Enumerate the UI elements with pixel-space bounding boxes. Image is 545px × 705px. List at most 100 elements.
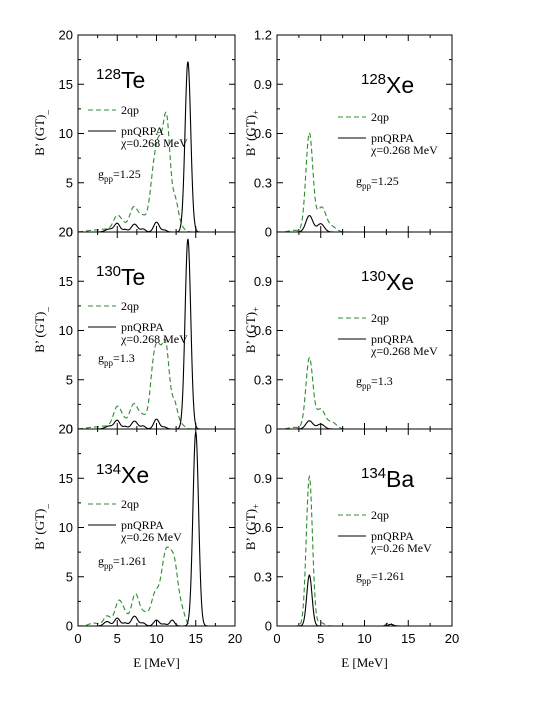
y-axis-label: B’ (GT)_ [32, 307, 50, 353]
y-tick-label: 0.9 [254, 77, 272, 92]
y-axis-label-main: B’ (GT) [32, 312, 47, 353]
gpp-annotation: gpp=1.261 [98, 554, 147, 571]
series-pnqrpa-line [78, 238, 235, 429]
y-axis-label-subscript: _ [40, 307, 50, 313]
nucleus-symbol: Te [121, 264, 145, 290]
y-axis-label-subscript: + [251, 110, 261, 115]
y-axis-label-subscript: + [251, 504, 261, 509]
y-tick-label: 15 [59, 274, 73, 289]
legend-label: 2qp [121, 497, 139, 511]
nucleus-symbol: Ba [386, 466, 414, 492]
y-axis-label: B’ (GT)+ [243, 110, 261, 156]
y-tick-label: 10 [59, 323, 73, 338]
gpp-value: =1.261 [371, 569, 405, 583]
y-axis-label: B’ (GT)_ [32, 504, 50, 550]
legend-label-detail: χ=0.268 MeV [370, 344, 438, 358]
y-tick-label: 0 [66, 225, 73, 240]
gpp-value: =1.261 [113, 554, 147, 568]
legend-label-detail: χ=0.26 MeV [120, 530, 182, 544]
gpp-annotation: gpp=1.25 [356, 174, 399, 191]
y-tick-label: 0.3 [254, 569, 272, 584]
gpp-value: =1.3 [371, 374, 393, 388]
legend-label: pnQRPA [371, 529, 414, 543]
legend-label: 2qp [121, 103, 139, 117]
y-tick-label: 0 [66, 619, 73, 634]
nucleus-label: 130Xe [361, 268, 414, 295]
nucleus-symbol: Xe [121, 462, 149, 488]
y-tick-label: 20 [59, 225, 73, 240]
gpp-symbol: g [98, 167, 104, 181]
y-axis-label: B’ (GT)+ [243, 504, 261, 550]
gpp-symbol: g [356, 569, 362, 583]
x-tick-label: 20 [228, 631, 242, 646]
legend-label: 2qp [371, 110, 389, 124]
series-2qp-line [78, 111, 235, 232]
y-axis-label-main: B’ (GT) [243, 509, 258, 550]
nucleus-label: 130Te [96, 263, 145, 290]
plot-frame [276, 428, 453, 627]
y-tick-label: 15 [59, 471, 73, 486]
y-axis-label-main: B’ (GT) [243, 312, 258, 353]
gpp-subscript: pp [104, 174, 114, 184]
legend-label: pnQRPA [121, 320, 164, 334]
gpp-symbol: g [98, 554, 104, 568]
y-tick-label: 0.9 [254, 471, 272, 486]
x-tick-label: 5 [114, 631, 121, 646]
chart-panel: 00.30.60.9B’ (GT)+130Xe2qppnQRPAχ=0.268 … [243, 231, 453, 437]
gpp-value: =1.25 [371, 174, 399, 188]
gpp-symbol: g [356, 374, 362, 388]
y-axis-label-subscript: + [251, 307, 261, 312]
series-2qp-line [78, 546, 235, 626]
series-pnqrpa-line [277, 574, 452, 626]
gpp-subscript: pp [362, 181, 372, 191]
x-tick-label: 15 [189, 631, 203, 646]
gpp-symbol: g [356, 174, 362, 188]
nucleus-symbol: Xe [386, 72, 414, 98]
y-tick-label: 0 [265, 225, 272, 240]
x-tick-label: 10 [149, 631, 163, 646]
legend-label-detail: χ=0.268 MeV [120, 136, 188, 150]
x-tick-label: 15 [401, 631, 415, 646]
x-tick-label: 20 [445, 631, 459, 646]
gpp-annotation: gpp=1.3 [98, 351, 135, 368]
nucleus-symbol: Te [121, 67, 145, 93]
y-axis-label: B’ (GT)+ [243, 307, 261, 353]
x-tick-label: 0 [273, 631, 280, 646]
gpp-annotation: gpp=1.3 [356, 374, 393, 391]
y-tick-label: 1.2 [254, 28, 272, 43]
nucleus-label: 128Te [96, 66, 145, 93]
y-tick-label: 10 [59, 126, 73, 141]
legend-label: 2qp [121, 299, 139, 313]
nucleus-label: 134Xe [96, 461, 149, 488]
x-tick-label: 10 [357, 631, 371, 646]
y-axis-label-main: B’ (GT) [32, 509, 47, 550]
y-tick-label: 5 [66, 372, 73, 387]
series-2qp-line [277, 474, 452, 626]
y-axis-label-main: B’ (GT) [32, 115, 47, 156]
x-tick-label: 5 [317, 631, 324, 646]
gpp-subscript: pp [104, 561, 114, 571]
nucleus-mass-number: 130 [361, 268, 386, 285]
y-tick-label: 0.6 [254, 126, 272, 141]
y-tick-label: 10 [59, 520, 73, 535]
nucleus-mass-number: 134 [96, 461, 121, 478]
series-pnqrpa-line [277, 214, 452, 232]
y-tick-label: 15 [59, 77, 73, 92]
series-2qp-line [78, 338, 235, 429]
nucleus-mass-number: 130 [96, 263, 121, 280]
y-tick-label: 0 [265, 422, 272, 437]
y-tick-label: 0.6 [254, 520, 272, 535]
y-tick-label: 20 [59, 28, 73, 43]
gpp-annotation: gpp=1.261 [356, 569, 405, 586]
x-axis-label: E [MeV] [133, 655, 180, 670]
nucleus-label: 128Xe [361, 71, 414, 98]
y-tick-label: 20 [59, 422, 73, 437]
y-tick-label: 0 [66, 422, 73, 437]
legend-label-detail: χ=0.26 MeV [370, 541, 432, 555]
nucleus-mass-number: 134 [361, 465, 386, 482]
gpp-subscript: pp [362, 576, 372, 586]
